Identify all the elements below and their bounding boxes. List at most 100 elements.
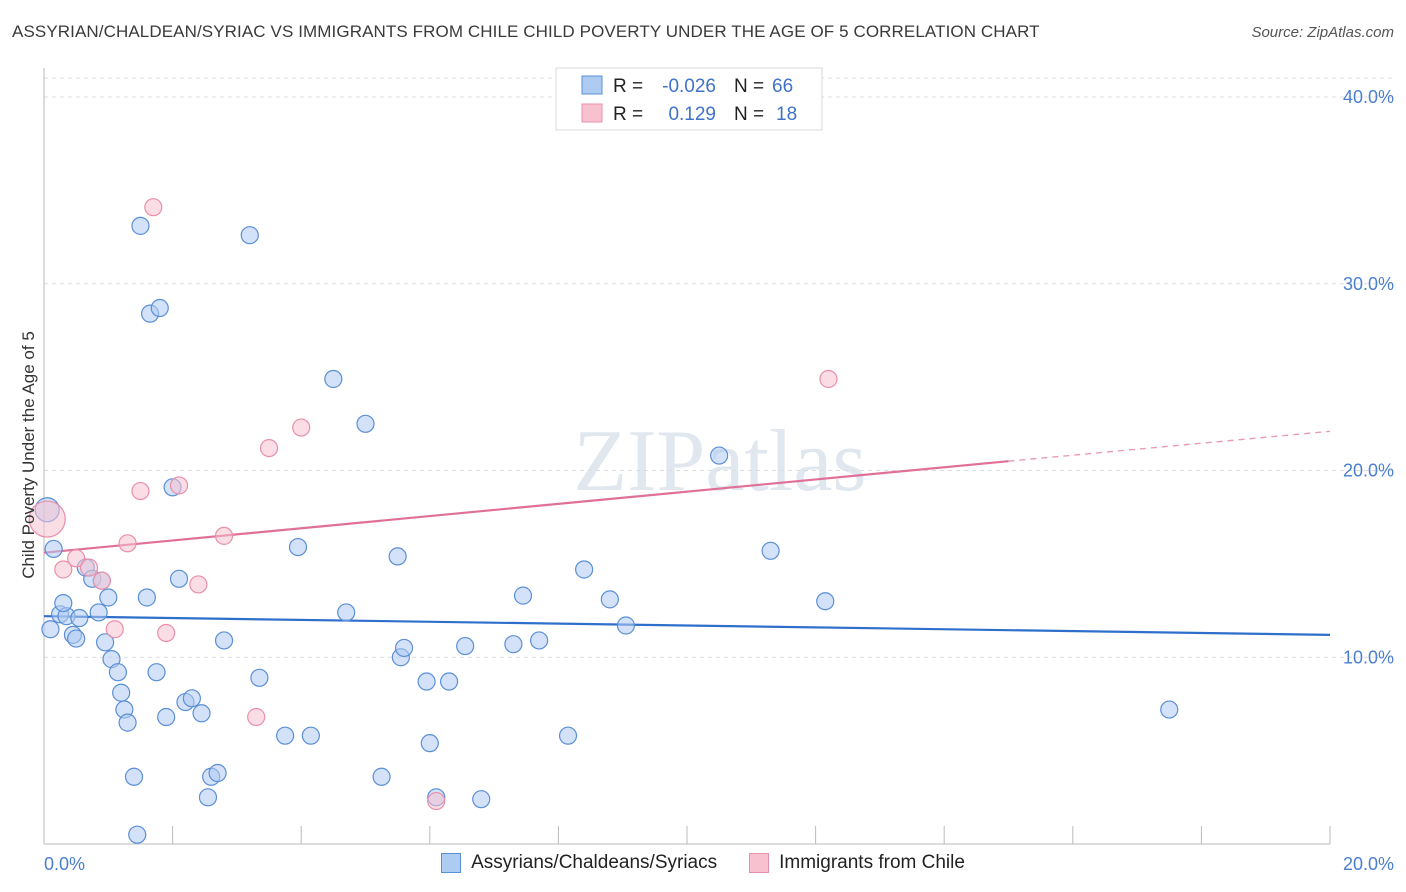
point-assyrians <box>157 707 176 727</box>
trend-line-chile <box>43 460 1009 554</box>
legend-n-label: N = <box>734 104 764 125</box>
legend-n-value: 18 <box>776 104 797 125</box>
legend-r-value: -0.026 <box>662 76 716 97</box>
point-assyrians <box>301 726 320 745</box>
point-assyrians <box>41 620 60 639</box>
point-chile <box>819 369 838 389</box>
data-points <box>28 198 1179 844</box>
point-assyrians <box>417 672 436 691</box>
chart-title: ASSYRIAN/CHALDEAN/SYRIAC VS IMMIGRANTS F… <box>12 22 1040 41</box>
point-assyrians <box>616 616 636 635</box>
point-assyrians <box>108 663 128 682</box>
legend-label: Immigrants from Chile <box>779 852 965 873</box>
point-chile <box>427 791 446 811</box>
point-assyrians <box>1160 700 1179 719</box>
point-assyrians <box>530 631 549 650</box>
point-assyrians <box>558 726 578 745</box>
legend-item-assyrians: Assyrians/Chaldeans/Syriacs <box>441 852 717 874</box>
point-assyrians <box>816 592 835 611</box>
grid-lines <box>44 77 1392 658</box>
point-assyrians <box>600 590 619 609</box>
y-tick-label: 10.0% <box>1343 647 1394 667</box>
point-assyrians <box>137 588 156 607</box>
x-tick-label: 20.0% <box>1343 854 1394 874</box>
point-assyrians <box>439 672 459 691</box>
legend-box: R = -0.026 N = 66 R = 0.129 N = 18 <box>555 67 823 131</box>
point-assyrians <box>112 683 131 702</box>
point-assyrians <box>575 560 594 579</box>
point-assyrians <box>456 636 475 656</box>
point-assyrians <box>420 734 439 753</box>
point-chile <box>144 198 163 217</box>
point-chile <box>157 623 176 643</box>
point-assyrians <box>89 603 108 622</box>
point-chile <box>259 438 279 458</box>
axes <box>43 68 1331 845</box>
legend-r-value: 0.129 <box>668 104 716 125</box>
point-assyrians <box>169 569 189 588</box>
point-chile <box>54 560 73 579</box>
point-assyrians <box>324 369 343 389</box>
legend-swatch-blue <box>441 853 462 873</box>
point-assyrians <box>214 631 234 650</box>
legend-label: Assyrians/Chaldeans/Syriacs <box>471 852 718 873</box>
point-assyrians <box>70 608 89 628</box>
legend-r-label: R = <box>613 76 643 97</box>
point-assyrians <box>356 414 375 433</box>
legend-swatch-pink <box>581 103 603 123</box>
point-assyrians <box>388 547 407 566</box>
point-chile <box>28 500 66 538</box>
point-assyrians <box>54 593 73 613</box>
point-assyrians <box>276 726 295 745</box>
point-assyrians <box>710 446 729 465</box>
point-assyrians <box>131 216 150 235</box>
trend-lines <box>43 430 1331 636</box>
point-chile <box>189 575 208 594</box>
x-tick-label: 0.0% <box>44 854 85 874</box>
legend-swatch-pink <box>749 853 770 873</box>
point-chile <box>214 526 234 545</box>
point-assyrians <box>761 541 780 560</box>
point-assyrians <box>250 668 269 687</box>
point-chile <box>67 549 86 568</box>
point-chile <box>105 620 124 639</box>
point-assyrians <box>128 825 147 844</box>
point-chile <box>169 476 189 495</box>
point-assyrians <box>182 689 201 708</box>
legend-n-label: N = <box>734 76 764 97</box>
point-assyrians <box>150 298 169 318</box>
point-assyrians <box>147 663 166 682</box>
legend-n-value: 66 <box>772 76 793 97</box>
point-chile <box>292 418 311 437</box>
legend-item-chile: Immigrants from Chile <box>749 852 965 874</box>
point-chile <box>79 558 99 577</box>
bottom-legend: Assyrians/Chaldeans/Syriacs Immigrants f… <box>0 852 1406 874</box>
point-assyrians <box>288 537 308 557</box>
point-chile <box>247 707 266 727</box>
point-assyrians <box>394 638 414 658</box>
point-assyrians <box>372 767 391 786</box>
y-tick-label: 40.0% <box>1343 87 1394 107</box>
point-assyrians <box>67 629 86 648</box>
point-assyrians <box>95 633 115 652</box>
point-chile <box>131 481 150 501</box>
point-assyrians <box>208 763 227 783</box>
x-tick-labels: 0.0% 20.0% <box>44 854 1394 874</box>
point-assyrians <box>472 790 491 809</box>
point-assyrians <box>192 704 211 723</box>
y-tick-label: 30.0% <box>1343 274 1394 294</box>
point-assyrians <box>240 226 259 245</box>
y-tick-labels: 10.0% 20.0% 30.0% 40.0% <box>1343 87 1394 667</box>
y-axis-label: Child Poverty Under the Age of 5 <box>19 331 38 579</box>
legend-r-label: R = <box>613 104 643 125</box>
y-tick-label: 20.0% <box>1343 461 1394 481</box>
point-assyrians <box>44 539 63 559</box>
point-assyrians <box>124 767 144 786</box>
point-chile <box>92 571 111 590</box>
point-assyrians <box>118 713 137 732</box>
point-assyrians <box>513 586 533 605</box>
point-chile <box>118 534 137 553</box>
source-label: Source: ZipAtlas.com <box>1251 24 1394 41</box>
point-assyrians <box>198 788 218 807</box>
